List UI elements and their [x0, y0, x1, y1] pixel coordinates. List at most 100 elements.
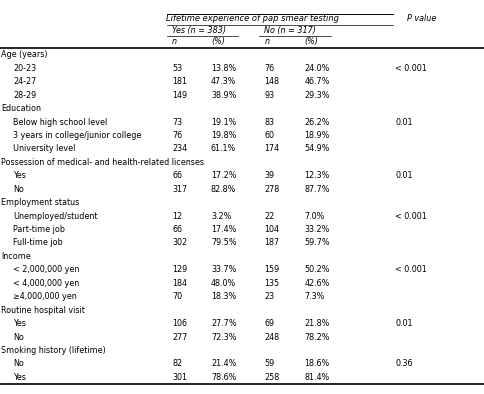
Text: 301: 301 — [172, 373, 187, 382]
Text: Yes: Yes — [13, 319, 26, 328]
Text: Yes: Yes — [13, 373, 26, 382]
Text: 21.4%: 21.4% — [211, 359, 236, 368]
Text: 59: 59 — [264, 359, 274, 368]
Text: 27.7%: 27.7% — [211, 319, 236, 328]
Text: 3 years in college/junior college: 3 years in college/junior college — [13, 131, 141, 140]
Text: (%): (%) — [211, 37, 225, 46]
Text: 7.0%: 7.0% — [304, 212, 324, 221]
Text: No: No — [13, 333, 24, 342]
Text: No (n = 317): No (n = 317) — [264, 26, 316, 35]
Text: 24-27: 24-27 — [13, 77, 36, 86]
Text: 26.2%: 26.2% — [304, 117, 330, 126]
Text: 33.7%: 33.7% — [211, 266, 236, 274]
Text: 66: 66 — [172, 225, 182, 234]
Text: 22: 22 — [264, 212, 274, 221]
Text: < 2,000,000 yen: < 2,000,000 yen — [13, 266, 79, 274]
Text: 234: 234 — [172, 144, 187, 153]
Text: 42.6%: 42.6% — [304, 279, 329, 288]
Text: 81.4%: 81.4% — [304, 373, 329, 382]
Text: 76: 76 — [264, 64, 274, 73]
Text: 12.3%: 12.3% — [304, 171, 329, 180]
Text: 18.9%: 18.9% — [304, 131, 329, 140]
Text: Income: Income — [1, 252, 30, 261]
Text: 47.3%: 47.3% — [211, 77, 236, 86]
Text: Education: Education — [1, 104, 41, 113]
Text: Unemployed/student: Unemployed/student — [13, 212, 97, 221]
Text: 69: 69 — [264, 319, 274, 328]
Text: 135: 135 — [264, 279, 279, 288]
Text: 0.01: 0.01 — [394, 117, 412, 126]
Text: Lifetime experience of pap smear testing: Lifetime experience of pap smear testing — [166, 15, 339, 23]
Text: Routine hospital visit: Routine hospital visit — [1, 306, 85, 315]
Text: 76: 76 — [172, 131, 182, 140]
Text: 0.01: 0.01 — [394, 319, 412, 328]
Text: Full-time job: Full-time job — [13, 238, 63, 247]
Text: 148: 148 — [264, 77, 279, 86]
Text: 19.8%: 19.8% — [211, 131, 236, 140]
Text: 38.9%: 38.9% — [211, 91, 236, 100]
Text: 258: 258 — [264, 373, 279, 382]
Text: 20-23: 20-23 — [13, 64, 36, 73]
Text: 7.3%: 7.3% — [304, 292, 324, 301]
Text: 317: 317 — [172, 185, 187, 194]
Text: (%): (%) — [304, 37, 318, 46]
Text: 159: 159 — [264, 266, 279, 274]
Text: 0.01: 0.01 — [394, 171, 412, 180]
Text: 79.5%: 79.5% — [211, 238, 236, 247]
Text: 17.2%: 17.2% — [211, 171, 236, 180]
Text: < 0.001: < 0.001 — [394, 212, 426, 221]
Text: 78.2%: 78.2% — [304, 333, 330, 342]
Text: 187: 187 — [264, 238, 279, 247]
Text: 278: 278 — [264, 185, 279, 194]
Text: 66: 66 — [172, 171, 182, 180]
Text: Age (years): Age (years) — [1, 50, 47, 59]
Text: 61.1%: 61.1% — [211, 144, 236, 153]
Text: 184: 184 — [172, 279, 187, 288]
Text: 82: 82 — [172, 359, 182, 368]
Text: 82.8%: 82.8% — [211, 185, 236, 194]
Text: 59.7%: 59.7% — [304, 238, 330, 247]
Text: < 0.001: < 0.001 — [394, 266, 426, 274]
Text: 78.6%: 78.6% — [211, 373, 236, 382]
Text: 0.36: 0.36 — [394, 359, 412, 368]
Text: 48.0%: 48.0% — [211, 279, 236, 288]
Text: 18.3%: 18.3% — [211, 292, 236, 301]
Text: No: No — [13, 359, 24, 368]
Text: P value: P value — [407, 15, 436, 23]
Text: 93: 93 — [264, 91, 274, 100]
Text: 149: 149 — [172, 91, 187, 100]
Text: 28-29: 28-29 — [13, 91, 36, 100]
Text: 129: 129 — [172, 266, 187, 274]
Text: 60: 60 — [264, 131, 274, 140]
Text: 12: 12 — [172, 212, 182, 221]
Text: No: No — [13, 185, 24, 194]
Text: 39: 39 — [264, 171, 274, 180]
Text: 17.4%: 17.4% — [211, 225, 236, 234]
Text: 72.3%: 72.3% — [211, 333, 236, 342]
Text: < 0.001: < 0.001 — [394, 64, 426, 73]
Text: 21.8%: 21.8% — [304, 319, 329, 328]
Text: 277: 277 — [172, 333, 187, 342]
Text: n: n — [172, 37, 177, 46]
Text: Possession of medical- and health-related licenses: Possession of medical- and health-relate… — [1, 158, 204, 167]
Text: 87.7%: 87.7% — [304, 185, 330, 194]
Text: 83: 83 — [264, 117, 274, 126]
Text: 70: 70 — [172, 292, 182, 301]
Text: 23: 23 — [264, 292, 274, 301]
Text: 53: 53 — [172, 64, 182, 73]
Text: 19.1%: 19.1% — [211, 117, 236, 126]
Text: 50.2%: 50.2% — [304, 266, 330, 274]
Text: 106: 106 — [172, 319, 187, 328]
Text: 29.3%: 29.3% — [304, 91, 330, 100]
Text: 174: 174 — [264, 144, 279, 153]
Text: Below high school level: Below high school level — [13, 117, 107, 126]
Text: 181: 181 — [172, 77, 187, 86]
Text: Employment status: Employment status — [1, 198, 79, 207]
Text: 104: 104 — [264, 225, 279, 234]
Text: ≥4,000,000 yen: ≥4,000,000 yen — [13, 292, 76, 301]
Text: 24.0%: 24.0% — [304, 64, 329, 73]
Text: University level: University level — [13, 144, 76, 153]
Text: 13.8%: 13.8% — [211, 64, 236, 73]
Text: 302: 302 — [172, 238, 187, 247]
Text: 3.2%: 3.2% — [211, 212, 231, 221]
